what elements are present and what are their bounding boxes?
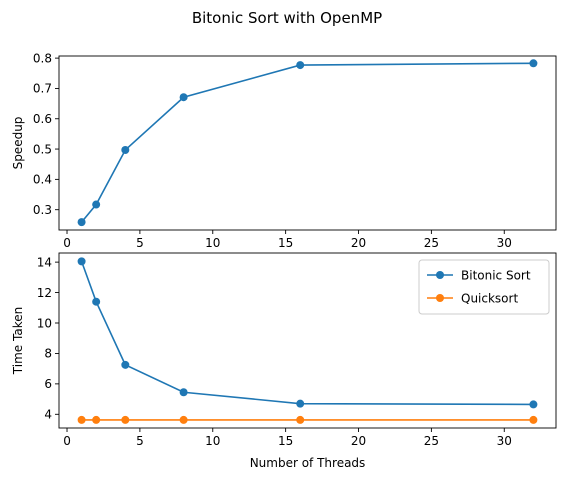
x-tick-label: 30 <box>497 434 512 448</box>
data-point <box>77 218 86 227</box>
data-point <box>92 297 101 306</box>
y-tick-label: 6 <box>44 377 52 391</box>
legend-marker <box>436 271 444 279</box>
x-tick-label: 10 <box>205 434 220 448</box>
data-point <box>77 415 86 424</box>
x-tick-label: 25 <box>424 236 439 250</box>
data-point <box>92 415 101 424</box>
x-tick-label: 5 <box>136 434 144 448</box>
y-axis-label: Time Taken <box>11 307 25 375</box>
y-tick-label: 0.6 <box>33 112 52 126</box>
y-axis-label: Speedup <box>11 117 25 170</box>
y-tick-label: 0.7 <box>33 82 52 96</box>
data-point <box>121 415 130 424</box>
data-point <box>529 59 538 68</box>
data-point <box>92 200 101 209</box>
axes-frame <box>58 55 557 231</box>
y-tick-label: 0.4 <box>33 173 52 187</box>
y-tick-label: 12 <box>37 286 52 300</box>
data-point <box>529 400 538 409</box>
data-point <box>179 388 188 397</box>
data-point <box>179 415 188 424</box>
axes-frame <box>58 252 557 429</box>
data-point <box>296 399 305 408</box>
legend-box <box>418 259 550 315</box>
data-point <box>77 257 86 266</box>
legend-label: Bitonic Sort <box>461 268 531 282</box>
legend-marker <box>436 294 444 302</box>
data-point <box>121 360 130 369</box>
data-point <box>121 145 130 154</box>
x-tick-label: 30 <box>497 236 512 250</box>
legend: Bitonic Sort Quicksort <box>418 259 550 315</box>
x-axis-label: Number of Threads <box>250 456 366 470</box>
x-tick-label: 20 <box>351 434 366 448</box>
x-tick-label: 15 <box>278 434 293 448</box>
x-tick-label: 5 <box>136 236 144 250</box>
y-tick-label: 8 <box>44 347 52 361</box>
y-tick-label: 10 <box>37 316 52 330</box>
x-tick-label: 10 <box>205 236 220 250</box>
data-point <box>296 415 305 424</box>
y-tick-label: 0.3 <box>33 203 52 217</box>
data-point <box>179 93 188 102</box>
y-tick-label: 0.8 <box>33 51 52 65</box>
y-tick-label: 0.5 <box>33 142 52 156</box>
y-tick-label: 4 <box>44 408 52 422</box>
data-point <box>296 61 305 70</box>
x-tick-label: 0 <box>63 434 71 448</box>
legend-label: Quicksort <box>461 291 518 305</box>
subplot-1: 0 5 10 15 20 25 30 0.3 0.4 0.5 0.6 0.7 0.8 Speedup <box>11 51 557 250</box>
subplot-2: 0 5 10 15 20 25 30 4 6 8 10 12 14 Time Taken Number of… <box>11 252 557 470</box>
y-tick-label: 14 <box>37 255 52 269</box>
data-point <box>529 415 538 424</box>
x-tick-label: 20 <box>351 236 366 250</box>
x-tick-label: 0 <box>63 236 71 250</box>
series-line-1 <box>80 261 534 406</box>
x-tick-label: 25 <box>424 434 439 448</box>
x-tick-label: 15 <box>278 236 293 250</box>
figure-title: Bitonic Sort with OpenMP <box>192 9 382 27</box>
